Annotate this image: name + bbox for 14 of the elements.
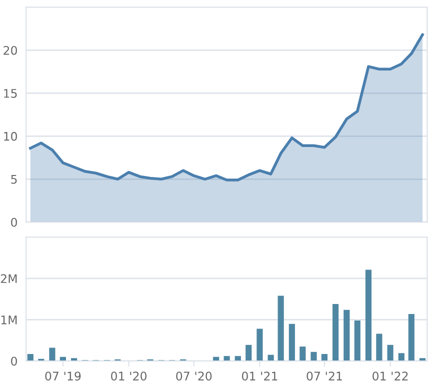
y-tick-label: 2M — [0, 274, 17, 283]
y-tick-label: 1M — [1, 316, 17, 324]
x-tick-label: 01 '21 — [242, 372, 278, 381]
x-tick-label: 01 '20 — [111, 372, 147, 381]
x-tick-label: 07 '21 — [306, 372, 342, 381]
x-tick-label: 01 '22 — [372, 372, 408, 381]
y-tick-label: 0 — [11, 356, 17, 366]
y-tick-label: 15 — [4, 89, 17, 98]
y-tick-label: 20 — [4, 46, 17, 55]
y-tick-label: 10 — [4, 132, 17, 141]
x-tick-label: 07 '20 — [176, 372, 212, 381]
x-tick-label: 07 '19 — [45, 372, 81, 381]
y-tick-label: 0 — [11, 218, 17, 227]
y-tick-label: 5 — [11, 175, 17, 184]
